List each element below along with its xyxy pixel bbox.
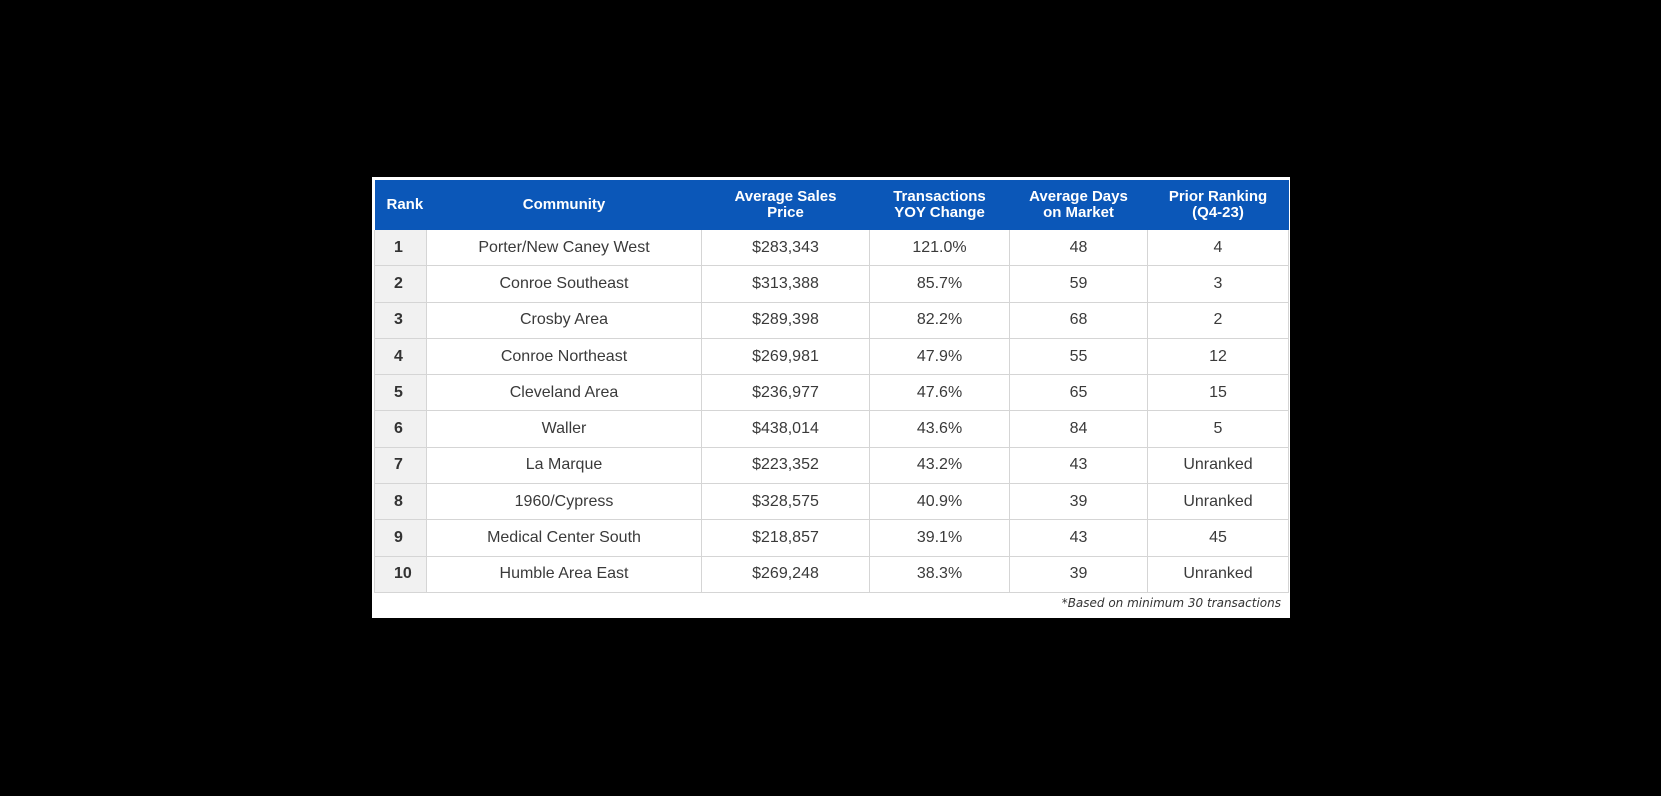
- table-row: 1 Porter/New Caney West $283,343 121.0% …: [374, 230, 1289, 267]
- community-cell: Porter/New Caney West: [426, 230, 702, 267]
- prior-ranking-cell: 4: [1147, 230, 1289, 267]
- community-cell: Crosby Area: [426, 302, 702, 339]
- community-cell: Medical Center South: [426, 519, 702, 557]
- prior-ranking-cell: 3: [1147, 265, 1289, 303]
- header-transactions-yoy-line1: Transactions: [893, 188, 986, 205]
- average-days-cell: 48: [1009, 230, 1148, 267]
- transactions-yoy-cell: 40.9%: [869, 483, 1010, 521]
- header-row: Rank Community Average Sales Price Transa…: [374, 180, 1289, 230]
- table-row: 5 Cleveland Area $236,977 47.6% 65 15: [374, 374, 1289, 412]
- header-transactions-yoy-change: Transactions YOY Change: [869, 180, 1010, 230]
- transactions-yoy-cell: 39.1%: [869, 519, 1010, 557]
- rank-cell: 10: [374, 556, 427, 593]
- prior-ranking-cell: 15: [1147, 374, 1289, 412]
- average-days-cell: 43: [1009, 519, 1148, 557]
- rank-cell: 5: [374, 374, 427, 412]
- rank-cell: 4: [374, 338, 427, 376]
- average-days-cell: 39: [1009, 556, 1148, 593]
- community-cell: Conroe Southeast: [426, 265, 702, 303]
- average-days-cell: 43: [1009, 447, 1148, 485]
- transactions-yoy-cell: 85.7%: [869, 265, 1010, 303]
- header-average-days-line1: Average Days: [1029, 188, 1128, 205]
- table-row: 7 La Marque $223,352 43.2% 43 Unranked: [374, 447, 1289, 485]
- prior-ranking-cell: 45: [1147, 519, 1289, 557]
- rank-cell: 8: [374, 483, 427, 521]
- prior-ranking-cell: Unranked: [1147, 556, 1289, 593]
- header-average-sales-price-line1: Average Sales: [734, 188, 837, 205]
- transactions-yoy-cell: 43.2%: [869, 447, 1010, 485]
- average-days-cell: 84: [1009, 410, 1148, 448]
- table-row: 6 Waller $438,014 43.6% 84 5: [374, 410, 1289, 448]
- rank-cell: 3: [374, 302, 427, 339]
- header-average-days-on-market: Average Days on Market: [1009, 180, 1148, 230]
- header-average-days-line2: on Market: [1043, 204, 1114, 221]
- header-community-label: Community: [522, 196, 606, 213]
- average-sales-price-cell: $223,352: [701, 447, 870, 485]
- average-sales-price-cell: $218,857: [701, 519, 870, 557]
- header-community: Community: [426, 180, 702, 230]
- prior-ranking-cell: 12: [1147, 338, 1289, 376]
- header-prior-ranking-line2: (Q4-23): [1192, 204, 1244, 221]
- average-sales-price-cell: $313,388: [701, 265, 870, 303]
- average-sales-price-cell: $289,398: [701, 302, 870, 339]
- table-row: 3 Crosby Area $289,398 82.2% 68 2: [374, 302, 1289, 339]
- average-days-cell: 59: [1009, 265, 1148, 303]
- average-sales-price-cell: $438,014: [701, 410, 870, 448]
- rank-cell: 6: [374, 410, 427, 448]
- prior-ranking-cell: Unranked: [1147, 483, 1289, 521]
- average-days-cell: 55: [1009, 338, 1148, 376]
- community-cell: 1960/Cypress: [426, 483, 702, 521]
- table-row: 4 Conroe Northeast $269,981 47.9% 55 12: [374, 338, 1289, 376]
- header-prior-ranking: Prior Ranking (Q4-23): [1147, 180, 1289, 230]
- header-rank: Rank: [374, 180, 427, 230]
- community-cell: La Marque: [426, 447, 702, 485]
- header-average-sales-price-line2: Price: [767, 204, 804, 221]
- community-cell: Waller: [426, 410, 702, 448]
- average-days-cell: 65: [1009, 374, 1148, 412]
- header-transactions-yoy-line2: YOY Change: [894, 204, 985, 221]
- community-cell: Humble Area East: [426, 556, 702, 593]
- rank-cell: 7: [374, 447, 427, 485]
- transactions-yoy-cell: 47.6%: [869, 374, 1010, 412]
- average-sales-price-cell: $328,575: [701, 483, 870, 521]
- average-sales-price-cell: $283,343: [701, 230, 870, 267]
- footnote: *Based on minimum 30 transactions: [1061, 596, 1281, 610]
- rankings-panel: Rank Community Average Sales Price Transa…: [372, 177, 1290, 618]
- header-rank-label: Rank: [386, 196, 424, 213]
- average-sales-price-cell: $269,981: [701, 338, 870, 376]
- community-cell: Conroe Northeast: [426, 338, 702, 376]
- rank-cell: 2: [374, 265, 427, 303]
- table-row: 9 Medical Center South $218,857 39.1% 43…: [374, 519, 1289, 557]
- table-row: 10 Humble Area East $269,248 38.3% 39 Un…: [374, 556, 1289, 593]
- community-cell: Cleveland Area: [426, 374, 702, 412]
- rankings-table: Rank Community Average Sales Price Transa…: [374, 180, 1289, 593]
- transactions-yoy-cell: 43.6%: [869, 410, 1010, 448]
- prior-ranking-cell: 2: [1147, 302, 1289, 339]
- prior-ranking-cell: Unranked: [1147, 447, 1289, 485]
- average-sales-price-cell: $269,248: [701, 556, 870, 593]
- rank-cell: 9: [374, 519, 427, 557]
- average-sales-price-cell: $236,977: [701, 374, 870, 412]
- table-row: 2 Conroe Southeast $313,388 85.7% 59 3: [374, 265, 1289, 303]
- table-row: 8 1960/Cypress $328,575 40.9% 39 Unranke…: [374, 483, 1289, 521]
- average-days-cell: 39: [1009, 483, 1148, 521]
- transactions-yoy-cell: 47.9%: [869, 338, 1010, 376]
- prior-ranking-cell: 5: [1147, 410, 1289, 448]
- transactions-yoy-cell: 82.2%: [869, 302, 1010, 339]
- rank-cell: 1: [374, 230, 427, 267]
- transactions-yoy-cell: 38.3%: [869, 556, 1010, 593]
- transactions-yoy-cell: 121.0%: [869, 230, 1010, 267]
- header-prior-ranking-line1: Prior Ranking: [1168, 188, 1268, 205]
- average-days-cell: 68: [1009, 302, 1148, 339]
- header-average-sales-price: Average Sales Price: [701, 180, 870, 230]
